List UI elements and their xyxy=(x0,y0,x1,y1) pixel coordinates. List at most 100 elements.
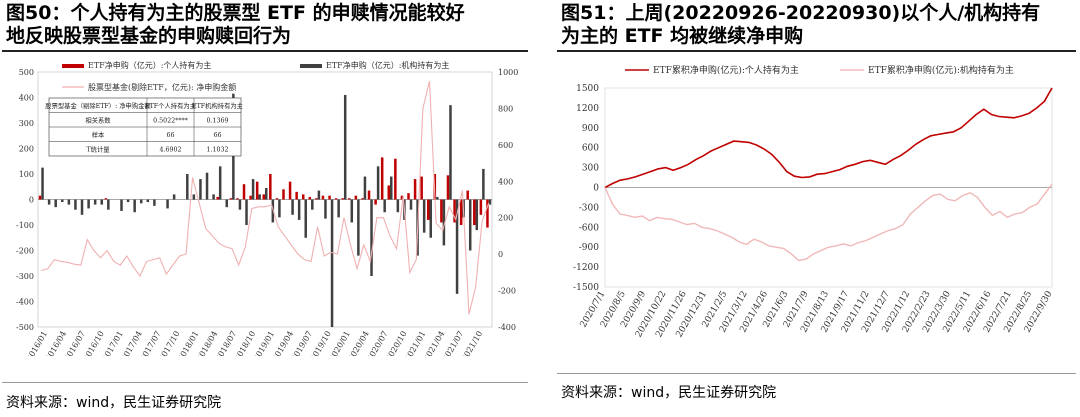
inst-etf-bar xyxy=(350,199,354,223)
inst-etf-bar xyxy=(166,199,169,209)
right-axis-tick-label: 200 xyxy=(498,214,513,223)
right-y-tick-label: -300 xyxy=(579,203,599,213)
inst-etf-bar xyxy=(442,199,446,246)
inst-etf-bar xyxy=(265,188,268,200)
stats-table-header: 股票型基金（剔除ETF）: 净申购金额 xyxy=(45,101,151,110)
inst-etf-bar xyxy=(205,172,209,200)
retail-etf-bar xyxy=(341,198,344,200)
left-y-tick-label: 300 xyxy=(19,119,34,128)
right-y-tick-label: -900 xyxy=(579,243,599,253)
right-y-tick-label: 0 xyxy=(593,184,599,194)
inst-etf-bar xyxy=(67,199,71,205)
inst-etf-bar xyxy=(304,199,307,238)
legend-inst-label: ETF净申购（亿元）:机构持有为主 xyxy=(326,60,449,70)
inst-etf-bar xyxy=(100,199,104,205)
retail-etf-bar xyxy=(486,199,489,228)
right-y-tick-label: 600 xyxy=(582,144,599,154)
inst-etf-bar xyxy=(186,174,189,200)
inst-etf-bar xyxy=(238,199,242,210)
retail-etf-bar xyxy=(308,196,312,200)
right-title-line2: 为主的 ETF 均被继续净申购 xyxy=(561,25,804,47)
retail-etf-bar xyxy=(479,199,483,215)
left-chart: 5004003002001000-100-200-300-400-5001000… xyxy=(16,60,518,357)
inst-etf-bar xyxy=(80,199,84,215)
left-y-tick-label: -300 xyxy=(16,272,34,281)
left-y-tick-label: -400 xyxy=(16,298,34,307)
retail-etf-bar xyxy=(269,174,272,200)
left-source: 资料来源：wind，民生证券研究院 xyxy=(6,395,222,411)
retail-etf-bar xyxy=(354,195,358,200)
legend-fund-label: 股票型基金(剔除ETF，亿元): 净申购金额 xyxy=(88,82,236,92)
inst-etf-bar xyxy=(199,179,202,200)
stats-table-cell: 样本 xyxy=(92,130,105,139)
inst-etf-bar xyxy=(245,199,248,225)
inst-etf-bar xyxy=(278,199,281,218)
left-y-tick-label: 0 xyxy=(29,196,34,205)
inst-etf-bar xyxy=(172,194,176,200)
inst-etf-bar xyxy=(133,199,136,213)
right-y-tick-label: 1500 xyxy=(576,84,599,94)
inst-etf-bar xyxy=(271,199,275,223)
left-figure-title: 图50：个人持有为主的股票型 ETF 的申赎情况能较好 地反映股票型基金的申购赎… xyxy=(6,2,465,48)
inst-etf-bar xyxy=(47,199,51,205)
left-y-tick-label: 500 xyxy=(19,68,34,77)
legend-cum-inst-label: ETF累积净申购(亿元):机构持有为主 xyxy=(868,64,1014,76)
inst-etf-bar xyxy=(258,194,261,200)
inst-etf-bar xyxy=(126,199,130,203)
retail-etf-bar xyxy=(473,199,476,225)
retail-etf-bar xyxy=(38,195,42,200)
retail-etf-bar xyxy=(282,189,285,200)
retail-etf-bar xyxy=(426,199,430,220)
right-figure-title: 图51：上周(20220926-20220930)以个人/机构持有 为主的 ET… xyxy=(561,2,1040,48)
right-chart: 1500 1200 900 600 300 0 -300 -600 -900 -1200 -1500… xyxy=(573,64,1055,339)
retail-etf-bar xyxy=(301,194,305,200)
stats-table-cell: T统计量 xyxy=(86,144,110,153)
inst-etf-bar xyxy=(468,199,472,251)
inst-etf-bar xyxy=(61,199,64,203)
inst-etf-bar xyxy=(357,199,360,256)
legend-inst-swatch xyxy=(300,64,322,68)
retail-etf-bar xyxy=(367,190,371,200)
right-bottom-rule xyxy=(557,373,1076,374)
retail-etf-bar xyxy=(348,198,351,200)
inst-etf-bar xyxy=(146,199,150,203)
retail-etf-bar xyxy=(407,193,410,200)
inst-etf-bar xyxy=(297,199,301,220)
retail-etf-bar xyxy=(453,199,456,223)
retail-etf-bar xyxy=(446,175,450,200)
inst-etf-bar xyxy=(455,199,459,294)
inst-etf-bar xyxy=(153,199,156,206)
retail-etf-bar xyxy=(255,181,259,200)
legend-cum-retail-label: ETF累积净申购(亿元):个人持有为主 xyxy=(653,64,799,76)
stats-table-cell: 4.6902 xyxy=(159,146,181,153)
inst-etf-bar xyxy=(449,105,452,200)
stats-table-cell: 66 xyxy=(213,132,221,139)
retail-etf-bar xyxy=(459,199,463,225)
retail-etf-bar xyxy=(328,195,331,200)
retail-etf-bar xyxy=(380,157,384,200)
inst-etf-bar xyxy=(475,199,479,231)
inst-etf-bar xyxy=(139,199,143,204)
inst-etf-bar xyxy=(330,199,334,327)
retail-etf-bar xyxy=(216,196,219,200)
inst-etf-bar xyxy=(482,168,485,200)
right-title-rule xyxy=(557,50,1076,52)
retail-etf-bar xyxy=(321,195,325,200)
retail-etf-bar xyxy=(374,199,377,205)
retail-etf-bar xyxy=(242,184,246,200)
right-axis-tick-label: -200 xyxy=(498,287,516,296)
left-x-tick-label: 2016/01 xyxy=(25,330,49,357)
inst-etf-bar xyxy=(370,199,373,276)
inst-etf-bar xyxy=(383,199,386,213)
left-y-tick-label: 100 xyxy=(19,170,34,179)
right-axis-tick-label: 0 xyxy=(498,250,503,259)
retail-etf-bar xyxy=(400,195,404,200)
stats-table-cell: 1.1032 xyxy=(206,146,228,153)
inst-etf-bar xyxy=(87,199,90,209)
retail-etf-bar xyxy=(466,190,469,200)
inst-etf-bar xyxy=(120,199,123,211)
retail-etf-bar xyxy=(315,198,318,200)
right-y-tick-label: 300 xyxy=(582,164,599,174)
left-y-tick-label: -200 xyxy=(16,247,34,256)
left-title-rule xyxy=(2,50,528,52)
